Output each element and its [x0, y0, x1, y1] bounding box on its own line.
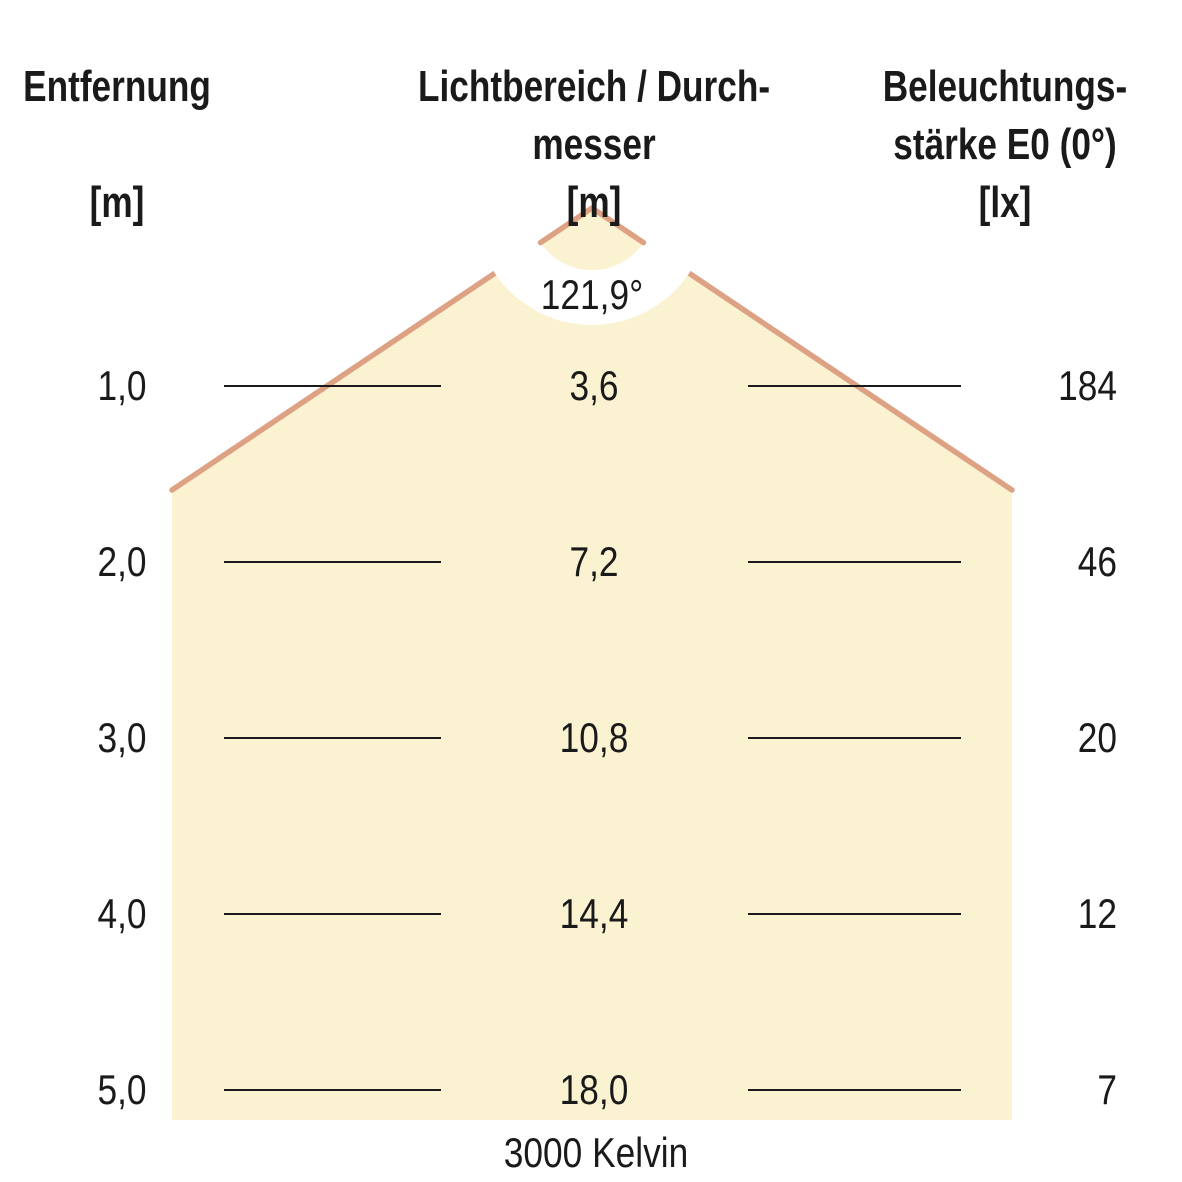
diameter-value: 10,8 — [559, 714, 629, 761]
tick-right — [748, 385, 961, 387]
tick-left — [224, 913, 441, 915]
tick-right — [748, 737, 961, 739]
illuminance-value: 46 — [1077, 538, 1117, 585]
header-distance: Entfernung [m] — [0, 58, 277, 232]
cone-body — [172, 208, 1012, 1120]
diameter-value: 3,6 — [569, 362, 619, 409]
diameter-value: 7,2 — [569, 538, 619, 585]
header-illuminance-unit: [lx] — [978, 178, 1032, 227]
tick-right — [748, 913, 961, 915]
apex-fan — [540, 208, 644, 271]
header-illuminance-title-line1: Beleuchtungs- — [882, 62, 1128, 111]
tick-left — [224, 385, 441, 387]
tick-left — [224, 1089, 441, 1091]
illuminance-value: 7 — [1097, 1066, 1117, 1113]
header-illuminance: Beleuchtungs- stärke E0 (0°) [lx] — [845, 58, 1165, 232]
tick-right — [748, 561, 961, 563]
header-distance-unit: [m] — [89, 178, 145, 227]
header-diameter-title-line2: messer — [532, 120, 656, 169]
distance-value: 2,0 — [97, 538, 147, 585]
distance-value: 4,0 — [97, 890, 147, 937]
diameter-value: 14,4 — [559, 890, 629, 937]
header-diameter-title-line1: Lichtbereich / Durch- — [418, 62, 771, 111]
header-illuminance-title-line2: stärke E0 (0°) — [893, 120, 1117, 169]
distance-value: 5,0 — [97, 1066, 147, 1113]
apex-fan-edges — [537, 205, 647, 246]
illuminance-value: 20 — [1077, 714, 1117, 761]
header-diameter: Lichtbereich / Durch- messer [m] — [418, 58, 770, 232]
tick-right — [748, 1089, 961, 1091]
illuminance-value: 184 — [1058, 362, 1117, 409]
color-temperature-label: 3000 Kelvin — [503, 1129, 689, 1176]
tick-left — [224, 737, 441, 739]
illuminance-value: 12 — [1077, 890, 1117, 937]
tick-left — [224, 561, 441, 563]
diameter-value: 18,0 — [559, 1066, 629, 1113]
distance-value: 3,0 — [97, 714, 147, 761]
distance-value: 1,0 — [97, 362, 147, 409]
header-distance-title: Entfernung — [23, 62, 211, 111]
header-diameter-unit: [m] — [566, 178, 622, 227]
beam-angle-label: 121,9° — [540, 271, 644, 318]
